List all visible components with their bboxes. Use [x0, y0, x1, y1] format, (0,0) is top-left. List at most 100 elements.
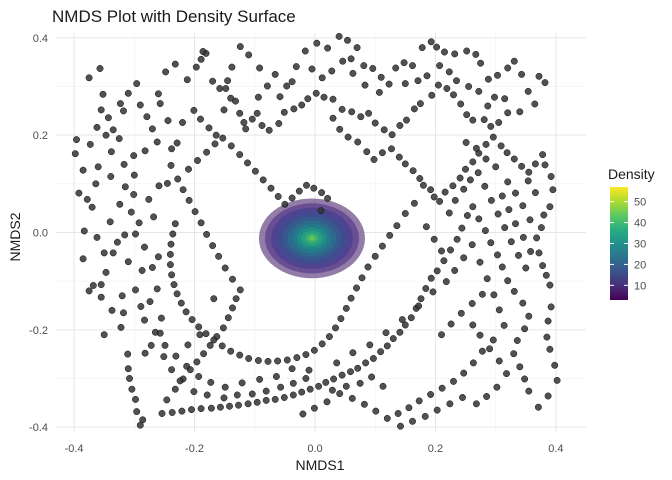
scatter-point-132	[428, 91, 436, 99]
scatter-point-47	[141, 349, 149, 357]
scatter-point-248	[235, 401, 242, 409]
scatter-point-153	[354, 138, 362, 146]
scatter-point-472	[308, 65, 316, 73]
scatter-point-82	[258, 122, 266, 129]
scatter-point-330	[182, 308, 190, 316]
scatter-point-111	[484, 75, 492, 83]
scatter-point-118	[535, 72, 543, 80]
scatter-point-10	[104, 114, 112, 122]
scatter-point-106	[441, 48, 448, 56]
scatter-point-479	[385, 80, 393, 88]
scatter-point-7	[99, 90, 107, 98]
y-tick-label-2: 0.0	[33, 228, 48, 240]
legend-label-2: 30	[634, 239, 646, 251]
scatter-point-494	[328, 386, 336, 394]
scatter-point-481	[414, 77, 422, 85]
scatter-point-116	[518, 70, 526, 78]
scatter-point-185	[540, 211, 548, 219]
scatter-point-363	[442, 278, 450, 286]
scatter-point-257	[163, 396, 171, 404]
scatter-point-420	[494, 210, 502, 218]
scatter-point-130	[443, 85, 451, 92]
y-axis-title: NMDS2	[7, 212, 23, 261]
scatter-point-55	[155, 182, 163, 190]
scatter-point-31	[117, 323, 125, 331]
scatter-point-93	[335, 32, 343, 40]
scatter-point-249	[226, 402, 233, 410]
scatter-point-6	[96, 65, 104, 72]
scatter-point-67	[192, 63, 200, 71]
scatter-point-378	[427, 391, 435, 398]
scatter-point-105	[433, 43, 441, 51]
scatter-point-393	[468, 300, 476, 307]
scatter-point-258	[171, 385, 179, 393]
scatter-point-371	[500, 321, 508, 329]
scatter-point-277	[185, 196, 193, 204]
scatter-point-384	[360, 400, 368, 408]
scatter-point-21	[79, 255, 87, 263]
scatter-point-392	[457, 309, 465, 317]
scatter-point-415	[460, 185, 468, 193]
scatter-point-477	[361, 81, 369, 89]
scatter-point-112	[491, 93, 498, 101]
scatter-point-341	[146, 298, 154, 306]
scatter-point-66	[183, 76, 191, 84]
scatter-point-156	[378, 149, 386, 157]
scatter-point-246	[253, 398, 261, 406]
scatter-point-13	[109, 126, 117, 134]
scatter-point-476	[349, 69, 357, 77]
scatter-point-452	[83, 195, 91, 203]
scatter-point-143	[338, 105, 346, 113]
scatter-point-53	[150, 213, 158, 221]
scatter-point-313	[325, 333, 333, 341]
scatter-point-144	[329, 95, 337, 103]
x-axis-title: NMDS1	[295, 457, 344, 473]
scatter-point-444	[143, 113, 151, 121]
scatter-point-474	[328, 67, 336, 75]
legend-title: Density	[608, 166, 655, 182]
scatter-point-305	[371, 252, 379, 260]
scatter-point-18	[130, 191, 138, 198]
scatter-point-443	[136, 101, 144, 109]
scatter-point-446	[153, 138, 161, 146]
scatter-point-489	[501, 95, 509, 103]
scatter-point-182	[547, 173, 555, 180]
scatter-point-117	[524, 87, 532, 95]
scatter-point-208	[510, 287, 518, 295]
scatter-point-211	[494, 251, 501, 259]
scatter-point-113	[494, 71, 501, 79]
scatter-point-157	[388, 145, 395, 153]
scatter-point-344	[147, 341, 155, 349]
scatter-point-302	[393, 222, 401, 230]
scatter-point-414	[451, 196, 459, 204]
scatter-point-175	[503, 149, 511, 157]
scatter-point-339	[171, 220, 179, 228]
scatter-point-80	[248, 115, 256, 123]
scatter-point-439	[462, 139, 470, 146]
scatter-point-222	[427, 274, 435, 282]
scatter-point-253	[188, 406, 195, 414]
scatter-point-504	[183, 362, 191, 370]
scatter-point-135	[403, 116, 410, 124]
density-surface	[258, 198, 365, 279]
scatter-point-312	[332, 324, 339, 332]
scatter-point-35	[132, 230, 139, 238]
scatter-point-194	[543, 333, 551, 341]
scatter-point-56	[163, 179, 171, 187]
scatter-point-328	[195, 323, 203, 331]
scatter-point-383	[372, 407, 380, 415]
scatter-point-109	[472, 50, 480, 58]
scatter-point-204	[513, 337, 521, 344]
scatter-point-382	[383, 414, 391, 422]
scatter-point-457	[135, 219, 143, 227]
scatter-point-243	[280, 394, 288, 401]
scatter-point-369	[490, 291, 498, 299]
scatter-point-379	[415, 397, 423, 405]
scatter-point-505	[172, 352, 180, 360]
scatter-point-165	[436, 197, 444, 205]
scatter-point-493	[342, 382, 350, 390]
scatter-point-359	[382, 329, 390, 337]
scatter-point-435	[524, 177, 532, 185]
scatter-point-509	[196, 331, 204, 339]
scatter-point-374	[469, 359, 477, 367]
